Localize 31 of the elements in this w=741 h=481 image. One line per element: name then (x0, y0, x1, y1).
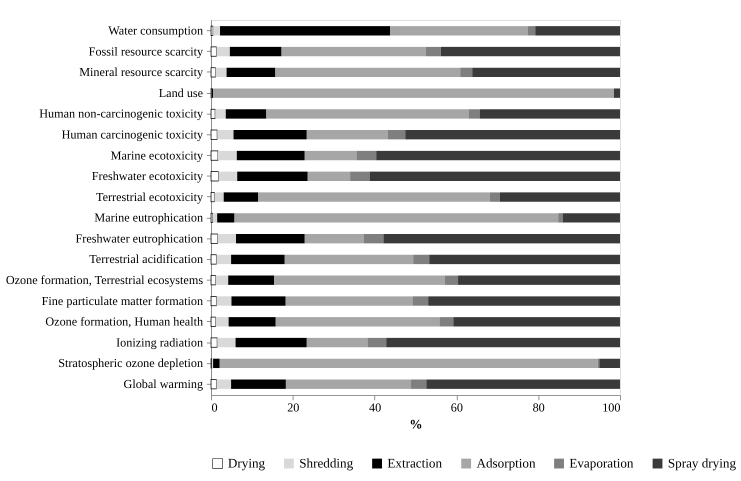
y-tick-label: Freshwater ecotoxicity (92, 169, 204, 184)
y-tick-label: Marine ecotoxicity (110, 148, 204, 162)
legend-label: Spray drying (668, 455, 736, 470)
y-tick-label: Freshwater eutrophication (75, 231, 204, 246)
legend-label: Extraction (387, 455, 442, 470)
y-tick-label: Terrestrial ecotoxicity (96, 190, 204, 204)
x-tick-label: 40 (369, 400, 382, 414)
y-tick-label: Ozone formation, Human health (45, 314, 204, 329)
y-tick-label: Global warming (124, 376, 204, 391)
y-tick-label: Ionizing radiation (116, 335, 204, 350)
y-tick-label: Water consumption (108, 24, 204, 38)
x-tick-label: 100 (602, 400, 620, 414)
x-tick-label: 20 (287, 400, 300, 414)
y-tick-label: Human non-carcinogenic toxicity (39, 106, 204, 121)
x-tick-label: 80 (532, 400, 545, 414)
legend-label: Shredding (299, 455, 354, 470)
x-tick-label: 60 (450, 400, 463, 414)
y-tick-label: Terrestrial acidification (89, 252, 204, 266)
x-tick-label: 0 (212, 400, 218, 414)
y-tick-label: Fine particulate matter formation (42, 294, 204, 308)
legend-label: Evaporation (569, 455, 634, 470)
y-tick-label: Fossil resource scarcity (88, 44, 204, 58)
x-axis-title: % (409, 416, 423, 432)
legend-label: Drying (228, 455, 266, 470)
y-tick-label: Human carcinogenic toxicity (62, 127, 204, 142)
legend-label: Adsorption (476, 455, 536, 470)
y-tick-label: Land use (158, 86, 204, 100)
y-tick-label: Mineral resource scarcity (79, 65, 204, 80)
y-tick-label: Marine eutrophication (94, 210, 204, 225)
y-tick-label: Ozone formation, Terrestrial ecosystems (6, 272, 204, 287)
y-tick-label: Stratospheric ozone depletion (58, 356, 204, 370)
